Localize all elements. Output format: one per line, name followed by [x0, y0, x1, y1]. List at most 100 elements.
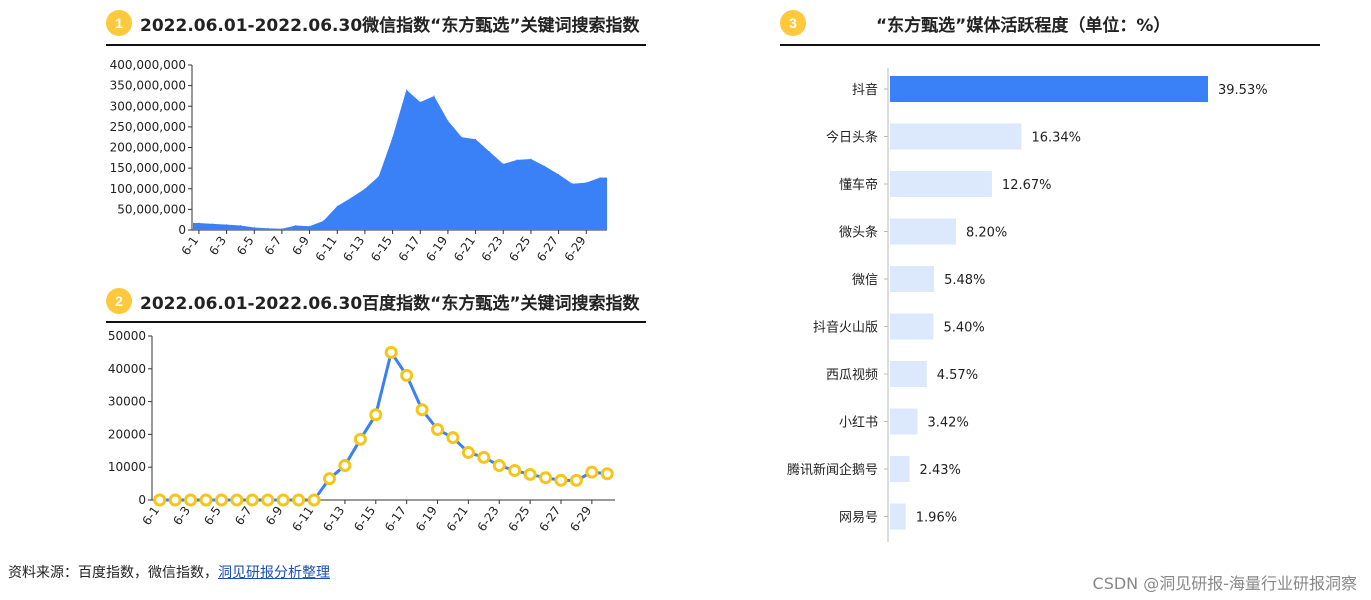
y-tick-label: 0	[138, 493, 146, 507]
data-point	[199, 493, 213, 507]
data-point	[353, 432, 367, 446]
data-point	[309, 225, 311, 227]
source-note: 资料来源：百度指数，微信指数，洞见研报分析整理	[8, 562, 330, 582]
data-point	[585, 182, 587, 184]
category-label: 网易号	[839, 511, 878, 526]
x-tick-label: 6-9	[289, 234, 312, 258]
data-point	[599, 177, 601, 179]
bar	[890, 171, 992, 197]
x-tick-label: 6-15	[368, 234, 395, 264]
panel3-rule	[780, 44, 1320, 46]
panel2-rule	[106, 321, 646, 323]
panel2-badge: 2	[106, 288, 132, 314]
category-label: 今日头条	[826, 130, 878, 146]
y-tick-label: 300,000,000	[110, 99, 186, 113]
data-point	[569, 473, 583, 487]
x-tick-label: 6-15	[351, 504, 378, 534]
x-tick-label: 6-19	[413, 504, 440, 534]
data-point	[322, 220, 324, 222]
data-point	[392, 136, 394, 138]
x-tick-label: 6-21	[451, 234, 478, 264]
y-tick-label: 30000	[108, 395, 146, 409]
x-tick-label: 6-7	[262, 234, 285, 258]
value-label: 2.43%	[920, 463, 961, 478]
data-point	[245, 493, 259, 507]
area-series	[193, 89, 607, 230]
x-tick-label: 6-1	[179, 234, 202, 258]
data-point	[267, 227, 269, 229]
wechat-index-chart: 0 50,000,000 100,000,000 150,000,000 200,000…	[110, 58, 607, 264]
y-tick-label: 150,000,000	[110, 161, 186, 175]
baidu-index-chart: 0 10000 20000 30000 40000 50000 6-1 6-3 6-5 6-7 6-…	[108, 329, 615, 534]
value-label: 8.20%	[966, 226, 1007, 241]
data-point	[292, 493, 306, 507]
data-point	[322, 472, 336, 486]
bar	[890, 503, 906, 530]
x-tick-label: 6-23	[479, 234, 506, 264]
data-point	[350, 197, 352, 199]
category-label: 微信	[852, 273, 878, 288]
data-point	[431, 422, 445, 436]
category-label: 懂车帝	[839, 177, 878, 193]
data-point	[369, 408, 383, 422]
category-label: 西瓜视频	[826, 368, 878, 383]
x-tick-label: 6-7	[232, 504, 255, 528]
x-tick-label: 6-11	[313, 234, 340, 264]
data-point	[516, 159, 518, 161]
data-point	[558, 173, 560, 175]
y-tick-label: 400,000,000	[110, 58, 186, 72]
y-tick-label: 50,000,000	[117, 202, 186, 216]
x-tick-label: 6-29	[567, 504, 594, 534]
x-tick-label: 6-27	[536, 504, 563, 534]
value-label: 5.40%	[943, 321, 984, 336]
x-tick-label: 6-21	[444, 504, 471, 534]
bar	[890, 266, 935, 292]
x-tick-label: 6-9	[263, 504, 286, 528]
y-tick-label: 350,000,000	[110, 79, 186, 93]
data-point	[378, 175, 380, 177]
data-point	[168, 493, 182, 507]
data-point	[184, 493, 198, 507]
data-point	[253, 227, 255, 229]
data-point	[405, 89, 407, 91]
x-tick-label: 6-17	[396, 234, 423, 264]
data-point	[508, 463, 522, 477]
data-point	[446, 431, 460, 445]
bar	[890, 123, 1022, 150]
data-point	[600, 467, 614, 481]
x-tick-label: 6-5	[201, 504, 224, 528]
data-point	[488, 151, 490, 153]
source-prefix: 资料来源：百度指数，微信指数，	[8, 565, 218, 581]
data-point	[461, 445, 475, 459]
x-tick-label: 6-3	[170, 504, 193, 528]
data-point	[477, 450, 491, 464]
bar	[890, 313, 934, 340]
bar	[890, 408, 918, 435]
value-label: 4.57%	[937, 368, 978, 383]
data-point	[384, 345, 398, 359]
data-point	[261, 493, 275, 507]
y-tick-label: 0	[178, 223, 186, 237]
x-tick-label: 6-3	[206, 234, 229, 258]
bar	[890, 218, 956, 245]
data-point	[415, 403, 429, 417]
data-point	[475, 138, 477, 140]
data-point	[571, 183, 573, 185]
category-label: 小红书	[839, 415, 878, 431]
data-point	[336, 205, 338, 207]
source-link[interactable]: 洞见研报分析整理	[218, 565, 330, 581]
panel1-badge: 1	[106, 10, 132, 36]
data-point	[212, 223, 214, 225]
data-point	[226, 224, 228, 226]
data-point	[307, 493, 321, 507]
data-point	[230, 493, 244, 507]
data-point	[530, 158, 532, 160]
data-point	[585, 465, 599, 479]
y-tick-label: 100,000,000	[110, 182, 186, 196]
value-label: 3.42%	[928, 416, 969, 431]
data-point	[433, 95, 435, 97]
data-point	[523, 467, 537, 481]
x-tick-label: 6-13	[340, 234, 367, 264]
category-label: 抖音火山版	[813, 320, 878, 336]
value-label: 16.34%	[1031, 131, 1081, 146]
